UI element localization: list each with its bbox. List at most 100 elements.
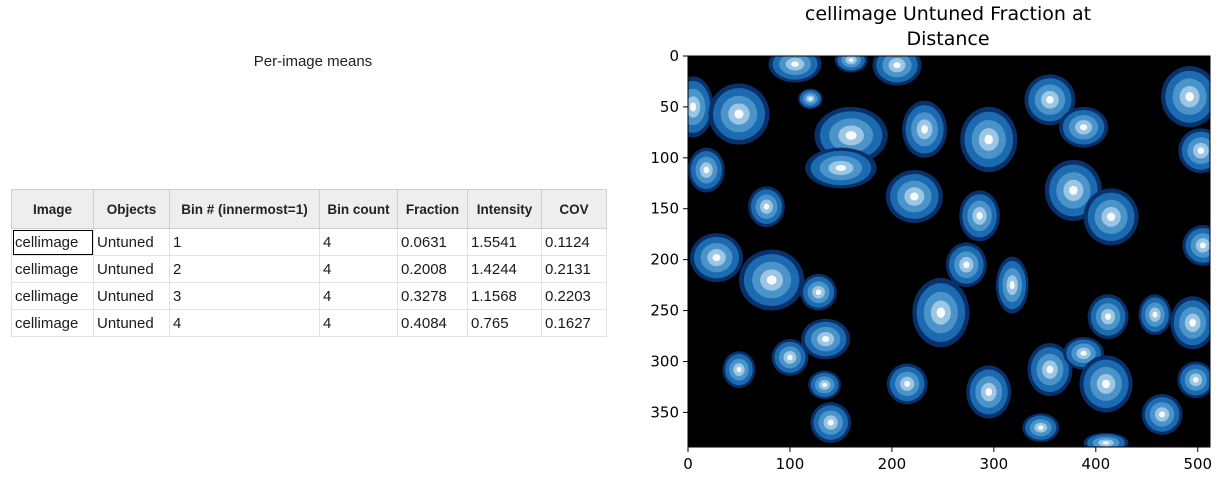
table-cell[interactable]: 2 [169,255,320,283]
table-cell[interactable]: 0.1124 [541,228,607,256]
y-tick-label: 100 [650,149,679,167]
plot-frame [687,55,1211,448]
cell-ring [1104,313,1112,321]
cell-image [688,56,1210,447]
table-cell[interactable]: 3 [169,282,320,310]
cell-ring [1189,318,1197,327]
cell-ring [1102,379,1110,389]
cell-ring [736,366,742,373]
cell-ring [936,307,946,318]
cell-ring [835,164,847,172]
cell-ring [821,336,830,343]
y-tick-label: 250 [650,302,679,320]
table-cell[interactable]: 0.1627 [541,309,607,337]
table-cell[interactable]: 0.2008 [397,255,468,283]
y-tick-label: 200 [650,251,679,269]
table-title: Per-image means [253,53,373,70]
table-row[interactable]: cellimage Untuned 4 4 0.4084 0.765 0.162… [11,309,607,337]
x-tick-label: 300 [980,455,1009,473]
table-row[interactable]: cellimage Untuned 3 4 0.3278 1.1568 0.22… [11,282,607,310]
table-cell[interactable]: 4 [319,309,398,337]
table-cell[interactable]: Untuned [93,228,170,256]
table-cell[interactable]: 4 [319,228,398,256]
cell-ring [815,289,822,295]
column-header-bin[interactable]: Bin # (innermost=1) [169,189,320,229]
column-header-bin-count[interactable]: Bin count [319,189,398,229]
cell-ring [1079,124,1088,131]
table-cell[interactable]: Untuned [93,309,170,337]
y-tick-label: 300 [650,352,679,370]
table-row[interactable]: cellimage Untuned 2 4 0.2008 1.4244 0.21… [11,255,607,283]
cell-ring [963,261,970,269]
cell-ring [1152,311,1158,318]
x-tick-label: 400 [1081,455,1110,473]
cell-ring [1197,147,1205,155]
cell-ring [791,61,800,67]
x-tick-label: 100 [776,455,805,473]
table-cell[interactable]: 0.765 [467,309,542,337]
column-header-intensity[interactable]: Intensity [467,189,542,229]
cell-ring [763,203,770,210]
cell-ring [1046,365,1054,374]
table-cell[interactable]: Untuned [93,255,170,283]
cell-ring [1159,411,1166,418]
x-axis: 0 100 200 300 400 500 [683,447,1212,473]
table-cell[interactable]: cellimage [11,282,94,310]
cell-ring [703,166,710,174]
column-header-image[interactable]: Image [11,189,94,229]
cell-ring [893,62,901,69]
cell-ring [848,58,854,62]
cell-ring [976,212,983,220]
table-cell[interactable]: 0.2203 [541,282,607,310]
table-cell[interactable]: 0.0631 [397,228,468,256]
x-tick-label: 0 [683,455,693,473]
per-image-means-table: Image Objects Bin # (innermost=1) Bin co… [11,189,607,337]
cell-ring [734,109,744,119]
cell-ring [808,97,813,101]
cell-ring [984,134,994,145]
table-cell[interactable]: 0.2131 [541,255,607,283]
table-cell[interactable]: 0.3278 [397,282,468,310]
cell-ring [845,131,857,140]
table-cell[interactable]: Untuned [93,282,170,310]
column-header-fraction[interactable]: Fraction [397,189,468,229]
table-cell[interactable]: 1.4244 [467,255,542,283]
table-cell[interactable]: 1 [169,228,320,256]
table-cell[interactable]: 1.1568 [467,282,542,310]
table-cell[interactable]: 0.4084 [397,309,468,337]
table-row[interactable]: cellimage Untuned 1 4 0.0631 1.5541 0.11… [11,228,607,256]
cell-ring [1009,280,1015,290]
table-cell[interactable]: 4 [169,309,320,337]
table-cell[interactable]: 4 [319,282,398,310]
plot-title-line-2: Distance [906,28,989,50]
column-header-cov[interactable]: COV [541,189,607,229]
table-cell[interactable]: cellimage [11,228,94,256]
y-axis: 0 50 100 150 200 250 300 350 [650,47,688,421]
x-tick-label: 200 [878,455,907,473]
fraction-at-distance-plot: cellimage Untuned Fraction at Distance 0… [650,3,1212,473]
cell-ring [712,253,721,262]
cell-ring [787,354,793,361]
cell-ring [921,125,928,134]
table-header-row: Image Objects Bin # (innermost=1) Bin co… [11,189,607,229]
cell-ring [910,192,919,201]
cell-ring [1038,425,1044,430]
table-cell[interactable]: cellimage [11,255,94,283]
y-tick-label: 350 [650,403,679,421]
y-tick-label: 150 [650,200,679,218]
y-tick-label: 0 [669,47,679,65]
cell-ring [1192,377,1199,383]
plot-title-line-1: cellimage Untuned Fraction at [805,3,1091,25]
cell-ring [1080,350,1087,356]
cell-ring [690,102,697,112]
cell-ring [985,388,993,396]
cell-ring [827,419,834,426]
table-cell[interactable]: 1.5541 [467,228,542,256]
x-tick-label: 500 [1183,455,1212,473]
table-cell[interactable]: cellimage [11,309,94,337]
cell-ring [904,380,911,387]
cell-ring [822,382,828,388]
column-header-objects[interactable]: Objects [93,189,170,229]
table-cell[interactable]: 4 [319,255,398,283]
cell-ring [1185,92,1194,102]
